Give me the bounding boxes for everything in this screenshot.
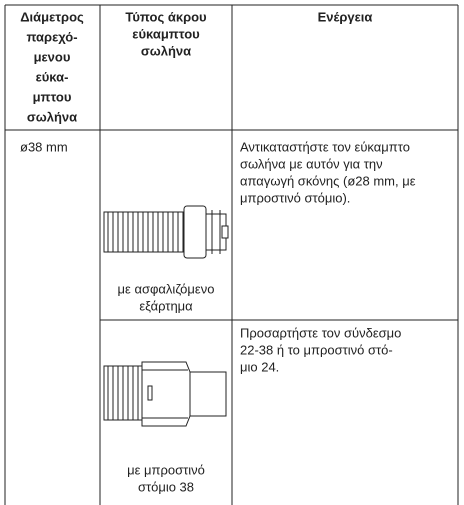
action-text: μπροστινό στόμιο).: [240, 190, 350, 205]
header-cell: μπτου: [33, 89, 72, 104]
diameter-cell: ø38 mm: [20, 139, 68, 154]
type-caption: στόμιο 38: [138, 479, 194, 494]
action-text: μιο 24.: [240, 359, 279, 374]
action-text: απαγωγή σκόνης (ø28 mm, με: [240, 173, 416, 188]
header-cell: παρεχό-: [26, 29, 77, 44]
type-caption: με μπροστινό: [127, 462, 205, 477]
header-cell: σωλήνα: [141, 43, 191, 58]
header-cell: Διάμετρος: [20, 9, 84, 24]
action-text: Αντικαταστήστε τον εύκαμπτο: [240, 139, 410, 154]
header-cell: εύκαμπτου: [132, 26, 200, 41]
action-text: σωλήνα με αυτόν για την: [240, 156, 383, 171]
action-text: 22-38 ή το μπροστινό στό-: [240, 342, 393, 357]
header-cell: σωλήνα: [27, 109, 77, 124]
table-rules: [4, 4, 459, 505]
type-caption: με ασφαλιζόμενο: [118, 281, 215, 296]
header-cell: εύκα-: [36, 69, 69, 84]
hose-front-nozzle: [103, 361, 227, 427]
header-cell: Τύπος άκρου: [125, 9, 207, 24]
type-caption: εξάρτημα: [139, 298, 193, 313]
action-text: Προσαρτήστε τον σύνδεσμο: [240, 325, 401, 340]
header-cell: μενου: [34, 49, 71, 64]
hose-locking-fitting: [103, 205, 229, 259]
header-cell: Ενέργεια: [318, 9, 373, 24]
